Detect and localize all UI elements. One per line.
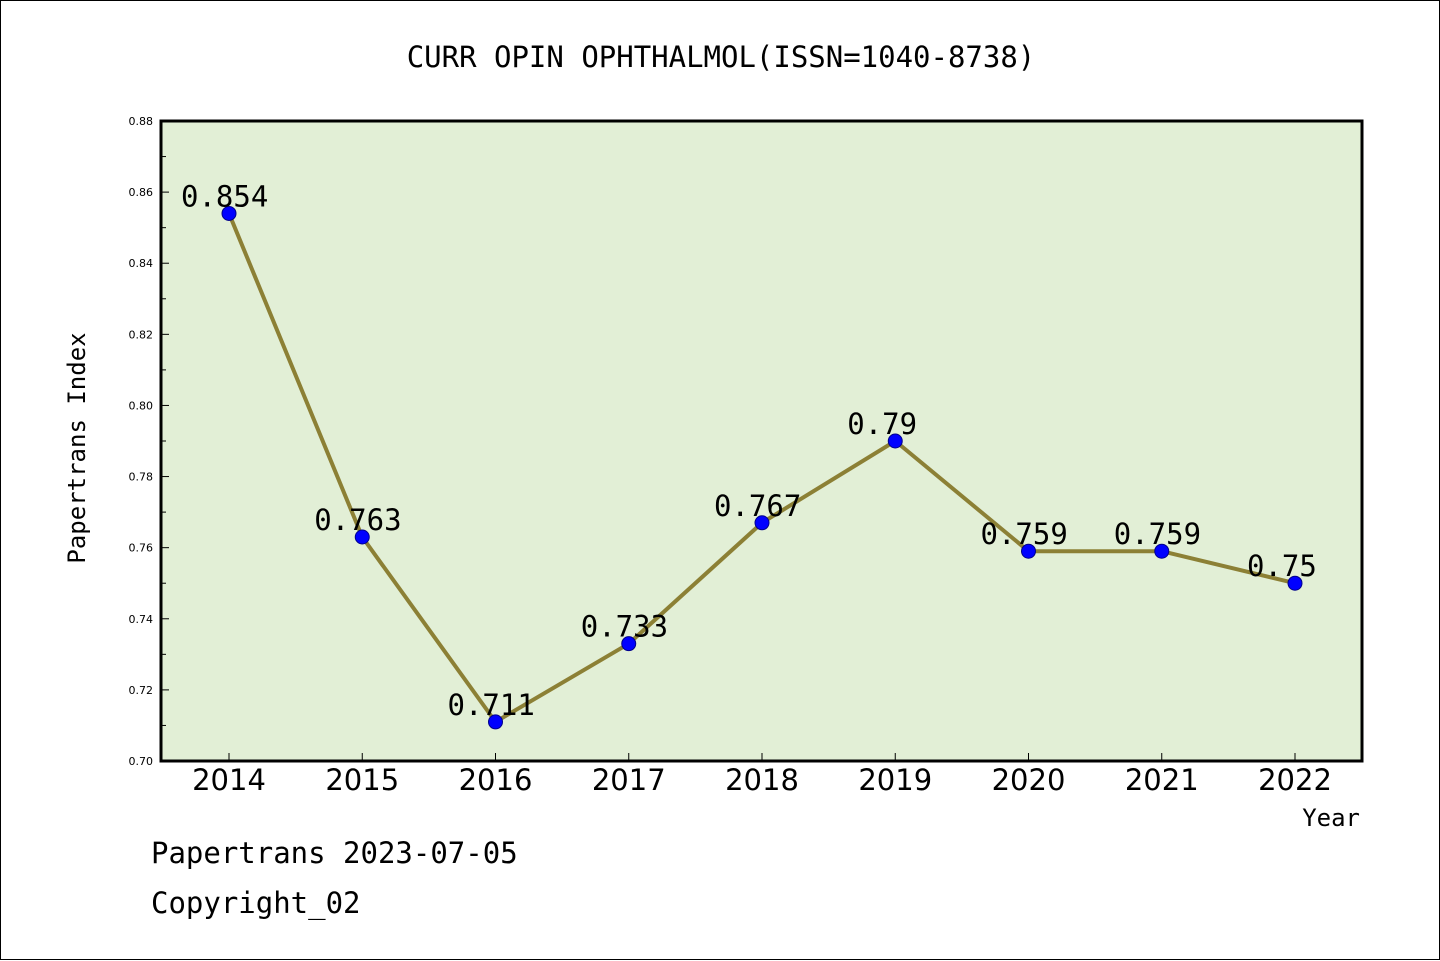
series-layer	[221, 205, 1303, 730]
data-label: 0.767	[714, 489, 801, 523]
x-axis-label: Year	[1302, 804, 1360, 832]
plot-area	[159, 119, 1364, 763]
data-point	[887, 433, 903, 449]
data-point	[354, 529, 370, 545]
x-tick-label: 2016	[459, 763, 533, 797]
y-tick-label: 0.74	[129, 613, 154, 626]
data-label: 0.733	[581, 610, 668, 644]
y-tick-label: 0.88	[129, 115, 154, 128]
footer-date-line: Papertrans 2023-07-05	[151, 836, 518, 870]
x-tick-label: 2014	[192, 763, 266, 797]
y-tick-label: 0.80	[129, 399, 154, 412]
data-label: 0.759	[981, 517, 1068, 551]
x-tick-label: 2017	[592, 763, 666, 797]
data-point	[621, 636, 637, 652]
y-axis-ticks: 0.70 0.72 0.74 0.76 0.78 0.80 0.82 0.84 0.86 0.88	[129, 115, 169, 768]
x-tick-label: 2019	[858, 763, 932, 797]
data-point	[1287, 575, 1303, 591]
y-tick-label: 0.76	[129, 542, 154, 555]
y-axis-label: Papertrans Index	[63, 332, 91, 563]
data-label-layer: 0.854 0.763 0.711 0.733 0.767 0.79 0.759 0.759 0…	[181, 179, 1317, 721]
y-tick-label: 0.78	[129, 471, 154, 484]
x-tick-label: 2022	[1258, 763, 1332, 797]
y-tick-label: 0.86	[129, 186, 154, 199]
data-point	[1154, 543, 1170, 559]
data-point	[488, 714, 503, 730]
data-label: 0.75	[1247, 549, 1317, 583]
data-label: 0.854	[181, 179, 268, 213]
y-tick-label: 0.72	[129, 684, 154, 697]
data-label: 0.711	[448, 688, 535, 722]
chart-title: CURR OPIN OPHTHALMOL(ISSN=1040-8738)	[407, 40, 1036, 74]
x-tick-label: 2020	[992, 763, 1066, 797]
data-label: 0.759	[1114, 517, 1201, 551]
x-tick-label: 2021	[1125, 763, 1199, 797]
data-point	[1021, 543, 1036, 559]
y-tick-label: 0.84	[129, 257, 154, 270]
data-label: 0.763	[314, 503, 401, 537]
y-tick-label: 0.82	[129, 328, 154, 341]
footer-copyright: Copyright_02	[151, 886, 361, 920]
y-tick-label: 0.70	[129, 755, 154, 768]
data-label: 0.79	[847, 407, 917, 441]
data-point	[221, 205, 237, 221]
data-point	[754, 515, 770, 531]
x-axis-ticks: 2014 2015 2016 2017 2018 2019 2020 2021 2022	[192, 753, 1332, 797]
x-tick-label: 2018	[725, 763, 799, 797]
x-tick-label: 2015	[325, 763, 399, 797]
